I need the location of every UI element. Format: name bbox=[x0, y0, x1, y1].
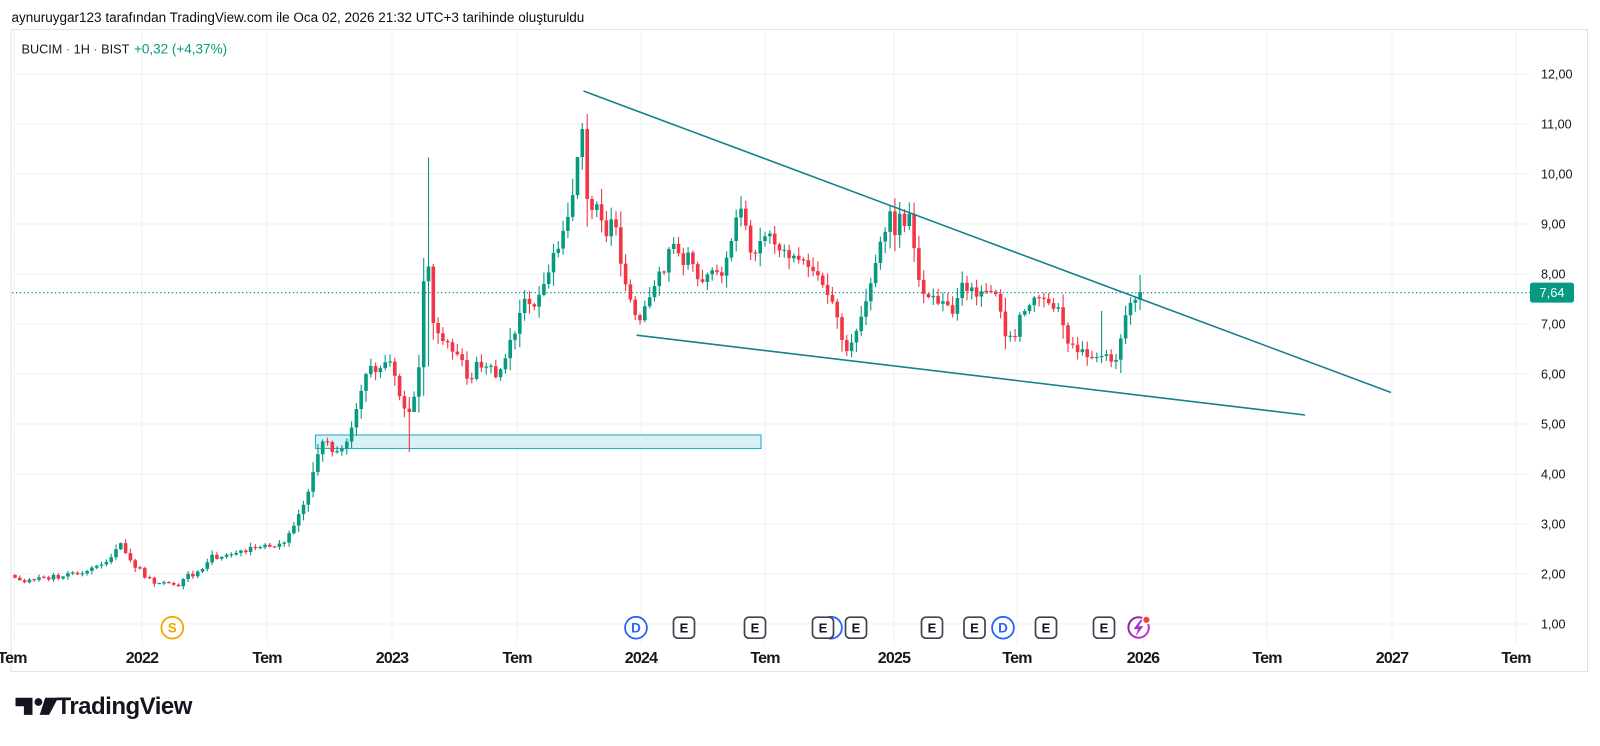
svg-text:Tem: Tem bbox=[1002, 650, 1032, 667]
svg-text:2024: 2024 bbox=[625, 650, 658, 667]
svg-text:D: D bbox=[631, 621, 641, 636]
svg-text:3,00: 3,00 bbox=[1541, 517, 1566, 531]
svg-text:aynuruygar123 tarafından Tradi: aynuruygar123 tarafından TradingView.com… bbox=[12, 10, 585, 25]
svg-text:BUCIM · 1H · BIST: BUCIM · 1H · BIST bbox=[22, 42, 130, 56]
svg-text:Tem: Tem bbox=[252, 650, 282, 667]
svg-text:+0,32 (+4,37%): +0,32 (+4,37%) bbox=[134, 41, 227, 56]
svg-text:2,00: 2,00 bbox=[1541, 567, 1566, 581]
svg-text:D: D bbox=[998, 621, 1008, 636]
svg-text:6,00: 6,00 bbox=[1541, 367, 1566, 381]
svg-text:2023: 2023 bbox=[376, 650, 409, 667]
svg-text:E: E bbox=[680, 621, 689, 636]
svg-text:2025: 2025 bbox=[878, 650, 911, 667]
svg-text:9,00: 9,00 bbox=[1541, 217, 1566, 231]
svg-text:5,00: 5,00 bbox=[1541, 417, 1566, 431]
svg-text:1,00: 1,00 bbox=[1541, 617, 1566, 631]
svg-text:12,00: 12,00 bbox=[1541, 67, 1573, 81]
svg-text:Tem: Tem bbox=[502, 650, 532, 667]
svg-text:11,00: 11,00 bbox=[1541, 117, 1572, 131]
svg-text:S: S bbox=[168, 621, 177, 636]
svg-text:2022: 2022 bbox=[126, 650, 159, 667]
svg-text:8,00: 8,00 bbox=[1541, 267, 1566, 281]
svg-text:4,00: 4,00 bbox=[1541, 467, 1566, 481]
svg-text:E: E bbox=[970, 621, 979, 636]
svg-text:E: E bbox=[1100, 621, 1109, 636]
svg-text:7,64: 7,64 bbox=[1540, 285, 1565, 300]
svg-text:E: E bbox=[852, 621, 861, 636]
svg-text:Tem: Tem bbox=[1252, 650, 1282, 667]
svg-text:Tem: Tem bbox=[1501, 650, 1531, 667]
svg-text:Tem: Tem bbox=[750, 650, 780, 667]
svg-text:2026: 2026 bbox=[1127, 650, 1160, 667]
svg-text:10,00: 10,00 bbox=[1541, 167, 1573, 181]
svg-text:7,00: 7,00 bbox=[1541, 317, 1566, 331]
svg-text:E: E bbox=[1042, 621, 1051, 636]
svg-text:TradingView: TradingView bbox=[57, 693, 193, 720]
svg-text:2027: 2027 bbox=[1376, 650, 1409, 667]
svg-text:E: E bbox=[751, 621, 760, 636]
svg-text:E: E bbox=[819, 621, 828, 636]
svg-text:Tem: Tem bbox=[0, 650, 27, 667]
svg-text:E: E bbox=[928, 621, 937, 636]
